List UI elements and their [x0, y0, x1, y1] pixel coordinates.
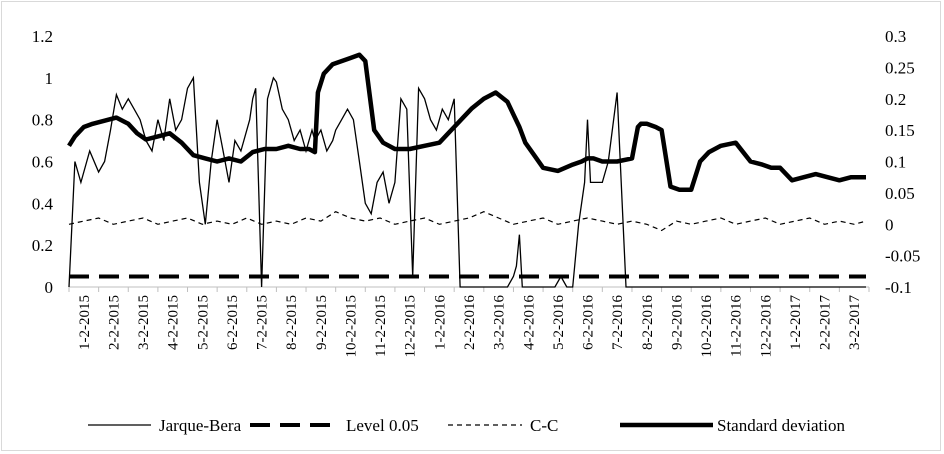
x-axis-tick-label: 12-2-2015 — [403, 295, 419, 358]
x-axis-tick-label: 2-2-2015 — [106, 295, 122, 350]
x-axis-tick-label: 1-2-2017 — [788, 295, 804, 350]
left-axis-tick-label: 0.4 — [32, 194, 54, 213]
x-axis-tick-label: 7-2-2016 — [610, 295, 626, 350]
x-axis-tick-label: 5-2-2015 — [195, 295, 211, 350]
x-axis-tick-label: 1-2-2016 — [432, 295, 448, 350]
x-axis-tick-label: 4-2-2016 — [521, 295, 537, 350]
x-axis-tick-label: 11-2-2016 — [729, 295, 745, 357]
left-axis-tick-label: 1.2 — [32, 27, 53, 46]
x-axis-tick-label: 11-2-2015 — [373, 295, 389, 357]
right-axis-tick-label: 0 — [885, 215, 894, 234]
right-axis-tick-label: 0.2 — [885, 90, 906, 109]
x-axis-tick-label: 6-2-2015 — [225, 295, 241, 350]
series-line-c-c — [68, 211, 867, 232]
x-axis-tick-label: 10-2-2015 — [343, 295, 359, 358]
x-axis-tick-label: 2-2-2016 — [462, 295, 478, 350]
left-axis-tick-label: 0.2 — [32, 236, 53, 255]
left-axis-tick-label: 1 — [45, 69, 54, 88]
right-axis-tick-label: 0.05 — [885, 184, 915, 203]
series-line-jarque-bera — [68, 75, 866, 288]
legend-label: Standard deviation — [717, 416, 845, 435]
left-axis-tick-label: 0.8 — [32, 111, 53, 130]
legend-label: Level 0.05 — [346, 416, 419, 435]
x-axis-tick-label: 1-2-2015 — [77, 295, 93, 350]
x-axis-tick-label: 6-2-2016 — [581, 295, 597, 350]
x-axis-tick-label: 3-2-2015 — [136, 295, 152, 350]
x-axis-tick-label: 8-2-2016 — [640, 295, 656, 350]
legend-label: Jarque-Bera — [159, 416, 242, 435]
right-axis-tick-label: 0.15 — [885, 121, 915, 140]
left-axis-tick-label: 0 — [45, 278, 54, 297]
legend-label: C-C — [530, 416, 558, 435]
x-axis-tick-label: 7-2-2015 — [255, 295, 271, 350]
x-axis-tick-label: 12-2-2016 — [758, 295, 774, 358]
x-axis-tick-label: 3-2-2016 — [492, 295, 508, 350]
x-axis-tick-label: 8-2-2015 — [284, 295, 300, 350]
series-line-standard-deviation — [67, 52, 866, 192]
x-axis-tick-label: 9-2-2015 — [314, 295, 330, 350]
right-axis-tick-label: -0.1 — [885, 278, 912, 297]
right-axis-tick-label: 0.3 — [885, 27, 906, 46]
x-axis-tick-label: 2-2-2017 — [818, 295, 834, 350]
left-axis-tick-label: 0.6 — [32, 153, 53, 172]
right-axis-tick-label: -0.05 — [885, 247, 920, 266]
x-axis-tick-label: 4-2-2015 — [166, 295, 182, 350]
x-axis-tick-label: 5-2-2016 — [551, 295, 567, 350]
x-axis-tick-label: 9-2-2016 — [669, 295, 685, 350]
x-axis-tick-label: 3-2-2017 — [847, 295, 863, 350]
right-axis-tick-label: 0.25 — [885, 58, 915, 77]
right-axis-tick-label: 0.1 — [885, 153, 906, 172]
x-axis-tick-label: 10-2-2016 — [699, 295, 715, 358]
